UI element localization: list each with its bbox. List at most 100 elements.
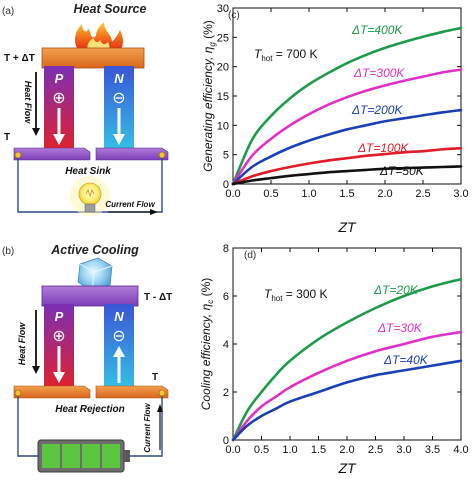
right-terminal-icon: [158, 151, 166, 159]
chart-c-xlabel: ZT: [337, 219, 357, 235]
y-tick-label: 6: [223, 291, 229, 303]
light-bulb-icon: [70, 176, 110, 216]
x-tick-label: 2.5: [368, 444, 383, 456]
series-label: ΔT=30K: [377, 321, 423, 335]
n-leg-label: N: [114, 71, 124, 86]
hot-side-label: T + ΔT: [4, 53, 35, 64]
negative-charge-icon: ⊖: [112, 90, 125, 107]
series-line-T40K: [231, 359, 463, 442]
active-cooling-title: Active Cooling: [50, 243, 139, 257]
series-line-T400K: [231, 26, 463, 186]
chart-d-frame: [232, 247, 462, 441]
series-line-T30K: [231, 330, 463, 442]
heat-flow-arrow-icon: [32, 72, 40, 136]
n-leg-arrow-icon: [113, 346, 125, 383]
y-tick-label: 5: [223, 150, 229, 162]
series-line-T200K: [231, 108, 463, 186]
y-tick-label: 20: [217, 62, 229, 74]
chart-generating-efficiency: (c) 0.0 0.5 1.0 1.5 2.0 2.5 3.0 0 5 10 15 20 25 30 ΔT…: [201, 3, 469, 235]
x-tick-label: 0.5: [254, 444, 269, 456]
positive-charge-icon: ⊕: [52, 328, 65, 345]
negative-charge-icon: ⊖: [112, 328, 125, 345]
n-leg-label: N: [114, 309, 124, 324]
x-tick-label: 3.0: [453, 188, 468, 200]
cold-side-label: T: [4, 132, 10, 143]
left-terminal-icon: [14, 151, 22, 159]
x-tick-label: 1.0: [301, 188, 316, 200]
chart-d-tag: (d): [244, 250, 256, 261]
panel-a-tag: (a): [2, 6, 14, 17]
x-tick-label: 1.0: [282, 444, 297, 456]
cold-plate-right: [95, 147, 169, 161]
positive-charge-icon: ⊕: [52, 90, 65, 107]
p-leg-arrow-icon: [53, 346, 65, 383]
right-terminal-icon: [158, 389, 166, 397]
current-flow-label: Current Flow: [143, 403, 152, 453]
y-tick-label: 30: [217, 3, 229, 15]
series-label: ΔT=300K: [353, 66, 405, 80]
chart-d-ylabel: Cooling efficiency, ηc (%): [199, 278, 215, 411]
y-tick-label: 8: [223, 243, 229, 255]
x-tick-label: 0.0: [225, 444, 240, 456]
series-label: ΔT=400K: [351, 23, 403, 37]
x-tick-label: 2.0: [377, 188, 392, 200]
x-tick-label: 1.5: [311, 444, 326, 456]
flame-icon: [75, 22, 123, 50]
x-tick-label: 0.5: [263, 188, 278, 200]
cold-side-label: T - ΔT: [144, 292, 172, 303]
series-line-T300K: [231, 68, 463, 186]
p-leg-label: P: [55, 309, 64, 324]
hot-plate-right: [95, 385, 169, 399]
series-label: ΔT=20K: [373, 283, 419, 297]
p-leg-arrow-icon: [53, 108, 65, 145]
cold-plate-left: [13, 147, 91, 161]
series-line-T50K: [231, 165, 463, 186]
current-flow-label: Current Flow: [105, 200, 155, 209]
hot-plate: [41, 47, 145, 69]
x-tick-label: 0.0: [225, 188, 240, 200]
series-line-T100K: [231, 146, 463, 186]
chart-c-tag: (c): [228, 10, 240, 21]
x-tick-label: 3.5: [425, 444, 440, 456]
panel-a: (a) Heat Source P N ⊕ ⊖ T + ΔT T: [2, 2, 169, 216]
hot-side-label: T: [152, 372, 158, 383]
heat-flow-label: Heat Flow: [17, 322, 27, 366]
y-tick-label: 0: [223, 435, 229, 447]
chart-cooling-efficiency: (d) 0.0 0.5 1.0 1.5 2.0 2.5 3.0 3.5 4.0 0 2 4 6 8 ΔT=…: [199, 243, 469, 476]
chart-d-xlabel: ZT: [337, 460, 357, 476]
panel-b: (b) Active Cooling P N ⊕ ⊖ T - Δ: [2, 243, 172, 473]
current-flow-arrow-icon: [157, 404, 163, 450]
series-label: ΔT=50K: [379, 164, 425, 178]
x-tick-label: 2.5: [415, 188, 430, 200]
cold-plate: [41, 285, 139, 307]
y-tick-label: 0: [223, 179, 229, 191]
y-tick-label: 4: [223, 339, 229, 351]
chart-c-annotation: Thot = 700 K: [254, 47, 318, 63]
heat-source-title: Heat Source: [74, 2, 147, 16]
series-line-T20K: [231, 277, 463, 442]
y-tick-label: 10: [217, 120, 229, 132]
chart-c-ylabel: Generating efficiency, ηg (%): [201, 20, 217, 172]
series-label: ΔT=40K: [383, 353, 429, 367]
hot-plate-left: [13, 385, 91, 399]
x-tick-label: 3.0: [396, 444, 411, 456]
p-leg-label: P: [55, 71, 64, 86]
y-tick-label: 15: [217, 91, 229, 103]
current-flow-arrow-icon: [108, 209, 158, 215]
chart-d-annotation: Thot = 300 K: [264, 287, 328, 303]
y-tick-label: 25: [217, 32, 229, 44]
y-tick-label: 2: [223, 387, 229, 399]
n-leg-arrow-icon: [113, 108, 125, 145]
x-tick-label: 4.0: [453, 444, 468, 456]
x-tick-label: 2.0: [339, 444, 354, 456]
heat-sink-label: Heat Sink: [65, 166, 111, 177]
heat-flow-arrow-icon: [32, 310, 40, 374]
series-label: ΔT=100K: [357, 141, 409, 155]
x-tick-label: 1.5: [339, 188, 354, 200]
heat-rejection-label: Heat Rejection: [55, 404, 124, 415]
series-label: ΔT=200K: [351, 103, 403, 117]
heat-flow-label: Heat Flow: [23, 81, 33, 125]
battery-icon: [37, 439, 130, 473]
left-terminal-icon: [14, 389, 22, 397]
